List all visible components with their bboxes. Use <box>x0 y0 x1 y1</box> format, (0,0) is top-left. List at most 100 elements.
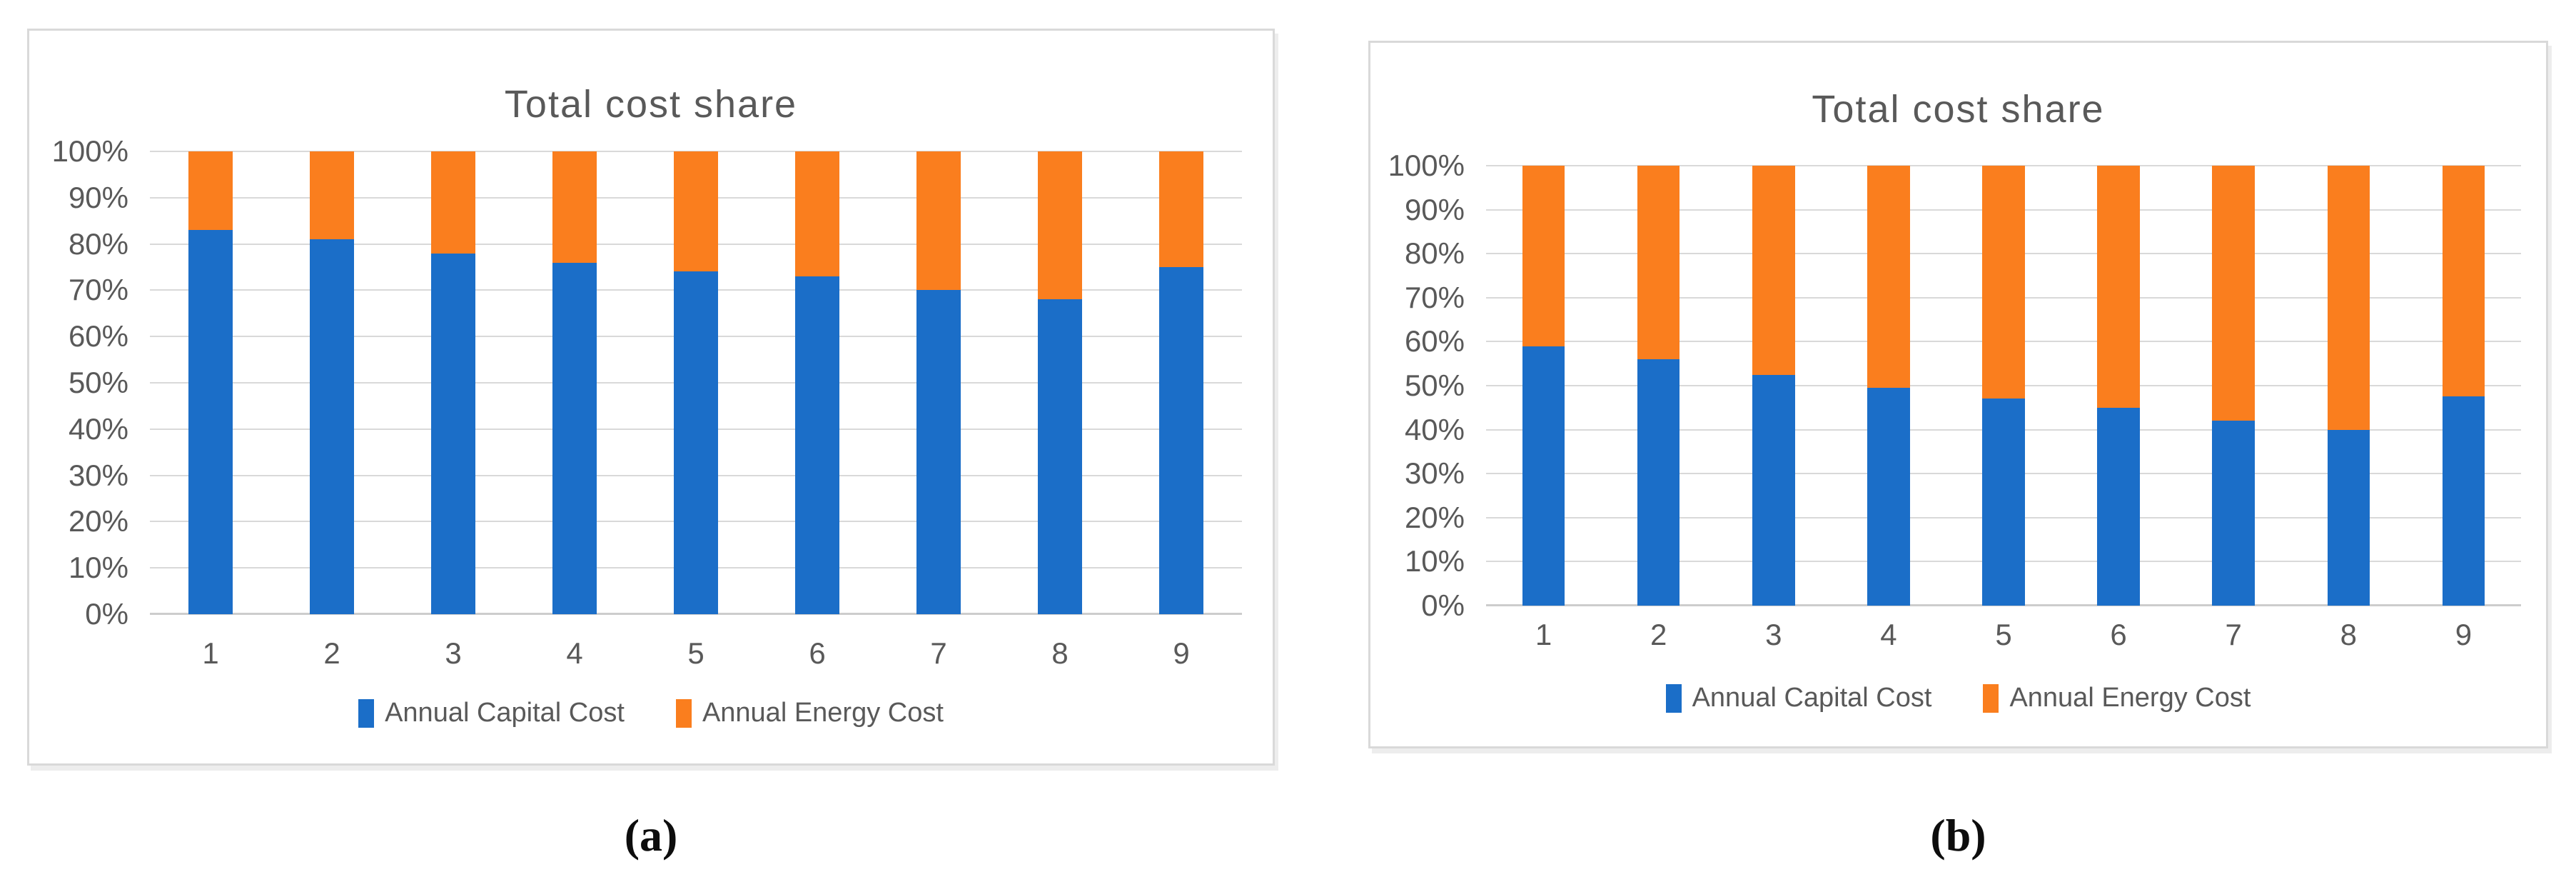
bar-slot <box>2061 166 2176 606</box>
bar-slot <box>514 151 635 614</box>
bar-slot <box>1486 166 1601 606</box>
y-axis-tick-label: 70% <box>68 273 128 307</box>
bar-segment-capital <box>188 230 233 614</box>
bar-slot <box>2291 166 2406 606</box>
bar-segment-capital <box>1982 399 2025 606</box>
legend-label: Annual Capital Cost <box>1692 683 1932 713</box>
bar-segment-energy <box>2327 166 2370 430</box>
stacked-bar <box>2327 166 2370 606</box>
bar-slot <box>635 151 757 614</box>
x-axis-tick-label: 3 <box>1765 618 1782 651</box>
bar-slot <box>271 151 393 614</box>
bar-segment-energy <box>2442 166 2485 397</box>
x-axis-tick-label: 6 <box>2110 618 2127 651</box>
bar-slot <box>1121 151 1242 614</box>
bar-segment-capital <box>309 239 355 614</box>
y-axis-tick-label: 100% <box>1388 149 1465 182</box>
bar-segment-capital <box>1158 267 1204 614</box>
bar-slot <box>1601 166 1716 606</box>
subfigure-caption-b: (b) <box>1930 810 1986 861</box>
chart-panel-a: Total cost share 0% 10% 20% 30% 40% 50% 60% 70%… <box>27 29 1275 766</box>
bar-segment-energy <box>309 151 355 240</box>
legend-item: Annual Energy Cost <box>675 698 944 728</box>
stacked-bar <box>1637 166 1680 606</box>
bar-segment-energy <box>1982 166 2025 399</box>
y-axis-tick-label: 30% <box>68 458 128 492</box>
stacked-bar <box>1752 166 1795 606</box>
legend-item: Annual Energy Cost <box>1983 683 2251 713</box>
x-axis-tick-label: 1 <box>202 636 219 670</box>
x-axis-tick-label: 7 <box>2225 618 2242 651</box>
x-axis-tick-label: 4 <box>566 636 583 670</box>
bar-segment-energy <box>2097 166 2140 408</box>
bar-segment-capital <box>1037 299 1083 614</box>
subfigure-caption-a: (a) <box>624 810 678 861</box>
bar-slot <box>2176 166 2291 606</box>
x-axis-tick-label: 7 <box>930 636 947 670</box>
stacked-bar <box>552 151 597 614</box>
y-axis-tick-labels: 0% 10% 20% 30% 40% 50% 60% 70% 80% 90% 100% <box>29 134 128 631</box>
bar-slot <box>393 151 514 614</box>
bar-slot <box>999 151 1121 614</box>
y-axis-tick-label: 60% <box>68 319 128 354</box>
y-axis-tick-label: 100% <box>51 134 128 168</box>
x-axis-tick-label: 8 <box>2340 618 2357 651</box>
bar-segment-capital <box>794 276 840 614</box>
legend-swatch <box>1665 683 1682 713</box>
y-axis-tick-label: 80% <box>68 226 128 261</box>
y-axis-tick-label: 10% <box>1404 544 1465 578</box>
legend-swatch <box>675 698 692 728</box>
plot-area <box>1486 165 2521 606</box>
bar-segment-energy <box>188 151 233 231</box>
bar-segment-energy <box>1522 166 1565 346</box>
y-axis-tick-label: 60% <box>1404 324 1465 359</box>
stacked-bar <box>2442 166 2485 606</box>
legend-label: Annual Capital Cost <box>385 698 625 728</box>
stacked-bar <box>1037 151 1083 614</box>
bar-segment-capital <box>916 290 961 614</box>
bar-slot <box>1716 166 1831 606</box>
y-axis-tick-label: 80% <box>1404 236 1465 271</box>
bar-slot <box>757 151 878 614</box>
bar-segment-energy <box>1752 166 1795 375</box>
legend-label: Annual Energy Cost <box>2009 683 2251 713</box>
x-axis-tick-label: 2 <box>323 636 340 670</box>
x-axis-tick-label: 5 <box>1995 618 2012 651</box>
stacked-bar <box>1982 166 2025 606</box>
bar-segment-energy <box>794 151 840 276</box>
bar-segment-energy <box>1867 166 1910 389</box>
stacked-bar <box>188 151 233 614</box>
chart-legend: Annual Capital Cost Annual Energy Cost <box>29 698 1273 728</box>
stacked-bar <box>1522 166 1565 606</box>
x-axis-tick-label: 9 <box>1173 636 1190 670</box>
x-axis-tick-label: 5 <box>687 636 704 670</box>
plot-area <box>150 151 1242 615</box>
bar-segment-capital <box>1752 374 1795 606</box>
bar-segment-capital <box>552 262 597 614</box>
x-axis-tick-labels: 1 2 3 4 5 6 7 8 9 <box>150 636 1242 671</box>
y-axis-tick-label: 40% <box>68 411 128 446</box>
x-axis-tick-label: 2 <box>1650 618 1667 651</box>
chart-title: Total cost share <box>1812 88 2105 131</box>
y-axis-tick-label: 0% <box>1421 588 1465 622</box>
bar-segment-capital <box>2097 407 2140 606</box>
legend-label: Annual Energy Cost <box>702 698 944 728</box>
stacked-bar <box>1158 151 1204 614</box>
chart-panel-b: Total cost share 0% 10% 20% 30% 40% 50% 60% 70%… <box>1368 41 2548 748</box>
bar-segment-energy <box>552 151 597 263</box>
y-axis-tick-labels: 0% 10% 20% 30% 40% 50% 60% 70% 80% 90% 100% <box>1370 149 1465 622</box>
bar-segment-capital <box>1867 388 1910 606</box>
y-axis-tick-label: 30% <box>1404 456 1465 491</box>
bar-segment-energy <box>430 151 476 254</box>
bar-slot <box>2406 166 2521 606</box>
bar-segment-energy <box>673 151 719 272</box>
stacked-bar <box>673 151 719 614</box>
x-axis-tick-labels: 1 2 3 4 5 6 7 8 9 <box>1486 618 2521 652</box>
stacked-bar <box>2212 166 2256 606</box>
stacked-bar <box>916 151 961 614</box>
x-axis-tick-label: 6 <box>809 636 826 670</box>
bars-layer <box>150 151 1242 614</box>
bar-segment-energy <box>1037 151 1083 300</box>
y-axis-tick-label: 50% <box>68 366 128 399</box>
